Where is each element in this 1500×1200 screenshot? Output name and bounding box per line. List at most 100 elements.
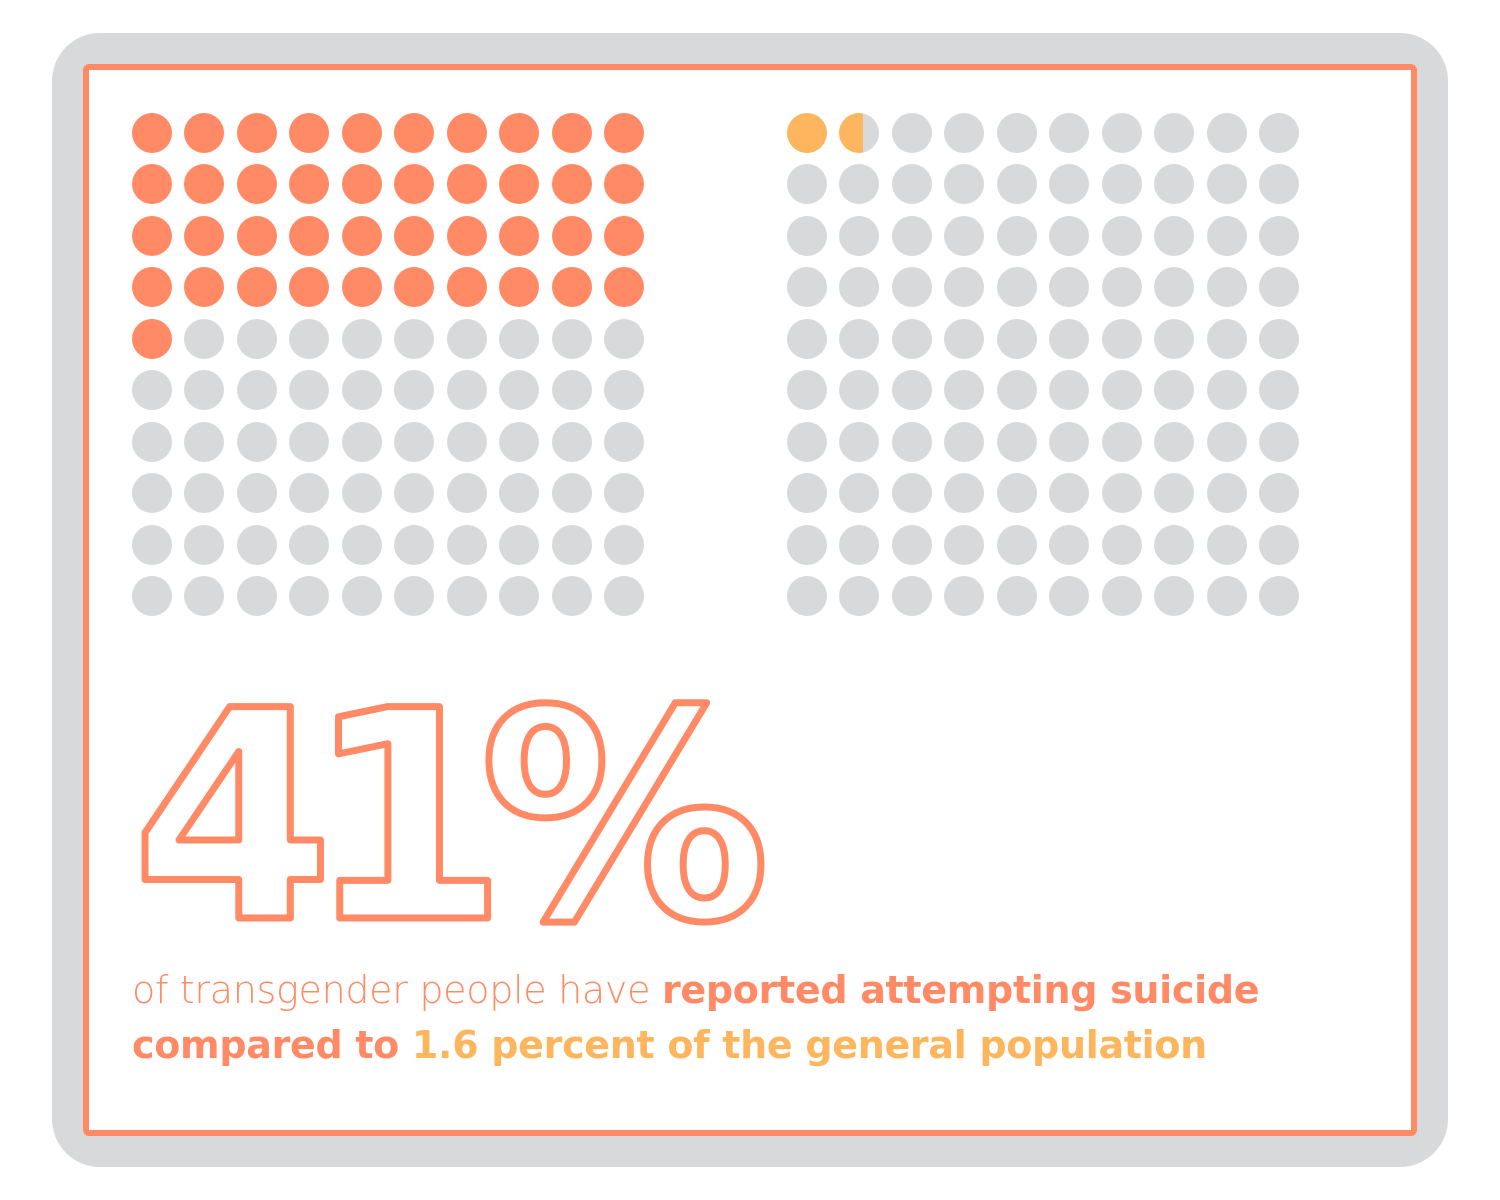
waffle-dot bbox=[787, 575, 827, 616]
waffle-dot bbox=[996, 267, 1037, 308]
waffle-dot bbox=[787, 267, 827, 308]
waffle-dot bbox=[1258, 215, 1299, 256]
caption-light-text: of transgender people have bbox=[132, 968, 662, 1012]
waffle-dot bbox=[944, 421, 985, 462]
waffle-dot bbox=[787, 164, 827, 205]
waffle-dot bbox=[446, 113, 487, 153]
waffle-dot bbox=[891, 575, 932, 616]
waffle-dot bbox=[603, 318, 644, 359]
waffle-dot bbox=[236, 524, 277, 565]
waffle-dot bbox=[787, 421, 827, 462]
waffle-dot bbox=[1101, 575, 1142, 616]
waffle-dot bbox=[289, 370, 330, 411]
waffle-dot bbox=[446, 370, 487, 411]
waffle-dot bbox=[341, 370, 382, 411]
waffle-dot bbox=[1258, 318, 1299, 359]
waffle-dot bbox=[394, 473, 435, 514]
waffle-dot bbox=[944, 267, 985, 308]
waffle-dot bbox=[1206, 215, 1247, 256]
waffle-dot bbox=[132, 524, 172, 565]
caption-bold-text: reported attempting suicide bbox=[661, 968, 1260, 1012]
waffle-dot bbox=[446, 575, 487, 616]
waffle-dot bbox=[603, 524, 644, 565]
waffle-dot bbox=[1154, 215, 1195, 256]
waffle-dot bbox=[184, 267, 225, 308]
waffle-dot bbox=[132, 473, 172, 514]
waffle-dot bbox=[1101, 113, 1142, 153]
waffle-dot bbox=[1049, 575, 1090, 616]
waffle-dot bbox=[787, 524, 827, 565]
waffle-dot bbox=[236, 318, 277, 359]
waffle-dot bbox=[289, 421, 330, 462]
waffle-dot bbox=[1101, 473, 1142, 514]
waffle-dot bbox=[132, 267, 172, 308]
waffle-dot bbox=[996, 164, 1037, 205]
waffle-dot bbox=[891, 318, 932, 359]
waffle-dot bbox=[132, 318, 172, 359]
waffle-dot bbox=[944, 370, 985, 411]
waffle-dot bbox=[1154, 473, 1195, 514]
waffle-dot bbox=[944, 473, 985, 514]
waffle-dot bbox=[341, 421, 382, 462]
waffle-dot bbox=[236, 473, 277, 514]
waffle-dot bbox=[394, 421, 435, 462]
waffle-dot bbox=[551, 524, 592, 565]
waffle-dot bbox=[1049, 421, 1090, 462]
waffle-dot bbox=[551, 421, 592, 462]
waffle-dot bbox=[499, 524, 540, 565]
waffle-dot bbox=[184, 575, 225, 616]
waffle-dot bbox=[1154, 524, 1195, 565]
waffle-dot bbox=[1049, 267, 1090, 308]
waffle-dot bbox=[891, 370, 932, 411]
waffle-dot bbox=[551, 215, 592, 256]
waffle-dot bbox=[446, 164, 487, 205]
waffle-dot bbox=[551, 318, 592, 359]
waffle-dot bbox=[394, 318, 435, 359]
waffle-dot bbox=[236, 370, 277, 411]
waffle-dot bbox=[891, 164, 932, 205]
waffle-dot bbox=[1049, 113, 1090, 153]
waffle-dot bbox=[551, 113, 592, 153]
waffle-dot bbox=[184, 421, 225, 462]
waffle-dot bbox=[787, 215, 827, 256]
waffle-dot bbox=[891, 421, 932, 462]
waffle-dot bbox=[499, 267, 540, 308]
waffle-dot bbox=[236, 575, 277, 616]
waffle-dot bbox=[236, 267, 277, 308]
waffle-dot bbox=[1154, 421, 1195, 462]
waffle-dot bbox=[289, 524, 330, 565]
waffle-dot bbox=[499, 370, 540, 411]
waffle-dot bbox=[236, 164, 277, 205]
waffle-dot bbox=[184, 318, 225, 359]
waffle-dot bbox=[499, 164, 540, 205]
waffle-dot bbox=[839, 473, 880, 514]
waffle-dot bbox=[1101, 370, 1142, 411]
waffle-dot bbox=[1258, 575, 1299, 616]
caption-compared-text: compared to bbox=[132, 1023, 412, 1067]
waffle-dot bbox=[236, 421, 277, 462]
waffle-dot bbox=[394, 164, 435, 205]
waffle-dot bbox=[1206, 113, 1247, 153]
waffle-dot bbox=[1101, 215, 1142, 256]
waffle-dot bbox=[1206, 421, 1247, 462]
waffle-dot bbox=[289, 215, 330, 256]
waffle-dot bbox=[891, 267, 932, 308]
waffle-dot bbox=[1101, 421, 1142, 462]
waffle-dot bbox=[1049, 524, 1090, 565]
waffle-dot bbox=[839, 370, 880, 411]
waffle-dot bbox=[839, 421, 880, 462]
waffle-dot bbox=[603, 421, 644, 462]
waffle-dot bbox=[1154, 575, 1195, 616]
big-stat-value: 41% bbox=[128, 640, 828, 971]
waffle-dot bbox=[341, 164, 382, 205]
waffle-dot bbox=[289, 113, 330, 153]
waffle-dot bbox=[1206, 370, 1247, 411]
waffle-dot bbox=[132, 215, 172, 256]
waffle-dot bbox=[944, 113, 985, 153]
waffle-dot bbox=[551, 473, 592, 514]
waffle-dot bbox=[341, 473, 382, 514]
waffle-dot bbox=[891, 473, 932, 514]
waffle-dot bbox=[446, 473, 487, 514]
waffle-dot bbox=[394, 215, 435, 256]
waffle-dot bbox=[944, 215, 985, 256]
